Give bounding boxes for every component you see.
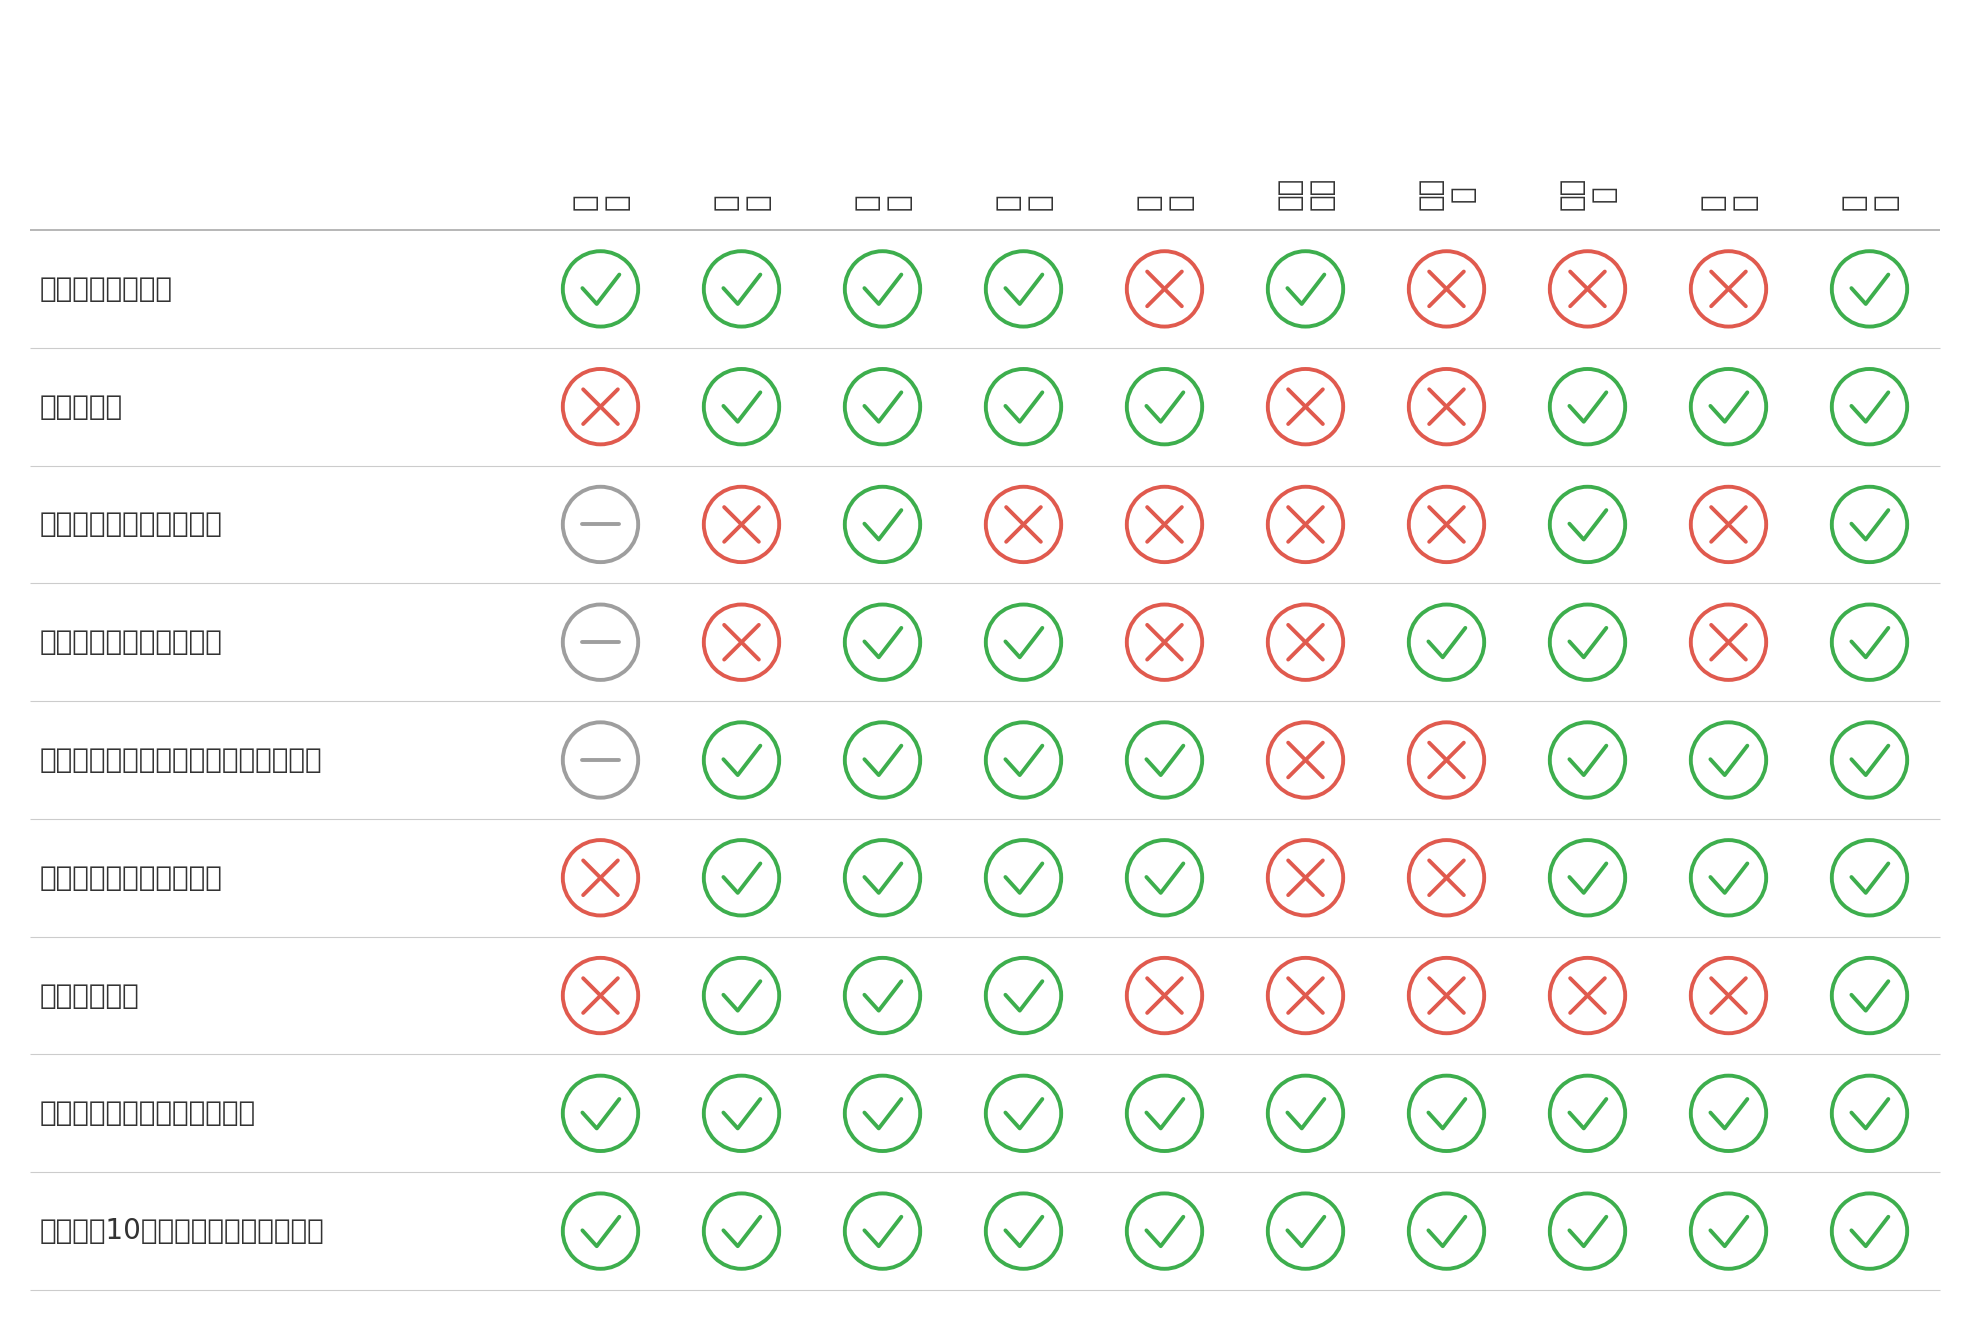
Text: 整体外债占外汇储备比率: 整体外债占外汇储备比率 bbox=[39, 511, 223, 539]
Text: 短期外债加经常帐赤字占外汇储备比率: 短期外债加经常帐赤字占外汇储备比率 bbox=[39, 746, 323, 774]
Text: 韩
国: 韩 国 bbox=[712, 193, 771, 209]
Text: 相对美国的实际政策利率差值: 相对美国的实际政策利率差值 bbox=[39, 1099, 256, 1127]
Text: 日
本: 日 本 bbox=[1840, 193, 1899, 209]
Text: 中
国: 中 国 bbox=[570, 193, 631, 209]
Text: 外汇储备占每月进口比率: 外汇储备占每月进口比率 bbox=[39, 864, 223, 891]
Text: 相对美国10年期债券实际收益率差值: 相对美国10年期债券实际收益率差值 bbox=[39, 1217, 325, 1245]
Text: 台
湾: 台 湾 bbox=[1134, 193, 1195, 209]
Text: 短期外债占外汇储备比率: 短期外债占外汇储备比率 bbox=[39, 628, 223, 656]
Text: 实际政策利率: 实际政策利率 bbox=[39, 982, 140, 1010]
Text: 印
尼: 印 尼 bbox=[994, 193, 1053, 209]
Text: 马来
西亚: 马来 西亚 bbox=[1276, 176, 1335, 209]
Text: 菲律
宾: 菲律 宾 bbox=[1416, 176, 1477, 209]
Text: 印
度: 印 度 bbox=[852, 193, 913, 209]
Text: 泰
国: 泰 国 bbox=[1698, 193, 1759, 209]
Text: 经常帐结余: 经常帐结余 bbox=[39, 392, 122, 420]
Text: 新加
坡: 新加 坡 bbox=[1558, 176, 1617, 209]
Text: 整体消费物价指数: 整体消费物价指数 bbox=[39, 275, 174, 303]
